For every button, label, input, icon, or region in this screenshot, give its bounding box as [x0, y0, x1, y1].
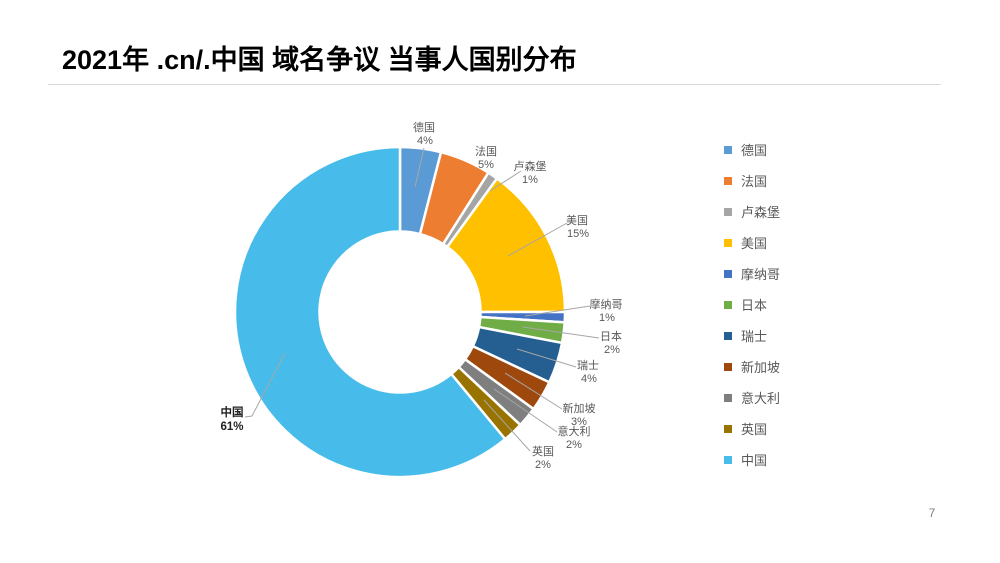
data-label: 1% [522, 174, 538, 186]
legend-swatch [724, 176, 732, 185]
legend-item-卢森堡: 卢森堡 [724, 196, 780, 227]
legend-label: 新加坡 [741, 360, 781, 375]
data-label: 中国 [221, 405, 244, 419]
label-leader-line [493, 388, 558, 433]
legend-swatch [724, 393, 732, 402]
data-label: 61% [220, 421, 243, 433]
data-label: 卢森堡 [514, 159, 547, 173]
legend-item-摩纳哥: 摩纳哥 [724, 258, 780, 289]
chart-legend: 德国法国卢森堡美国摩纳哥日本瑞士新加坡意大利英国中国 [724, 134, 780, 475]
data-label: 15% [567, 228, 589, 240]
data-label: 美国 [566, 214, 588, 227]
data-label: 新加坡 [563, 401, 596, 415]
legend-label: 意大利 [741, 391, 781, 406]
legend-label: 日本 [741, 298, 768, 313]
legend-item-法国: 法国 [724, 165, 780, 196]
data-label: 英国 [532, 444, 554, 458]
title-underline [48, 84, 941, 85]
legend-label: 卢森堡 [741, 205, 781, 220]
legend-swatch [724, 362, 732, 371]
pie-slice-中国 [233, 145, 507, 479]
legend-label: 瑞士 [741, 329, 768, 344]
label-leader-line [524, 305, 591, 317]
data-label: 2% [535, 459, 551, 471]
legend-item-美国: 美国 [724, 227, 780, 258]
data-label: 1% [599, 312, 615, 324]
legend-label: 法国 [741, 174, 768, 189]
label-leader-line [489, 170, 522, 192]
legend-swatch [724, 300, 732, 309]
legend-item-英国: 英国 [724, 413, 780, 444]
legend-item-瑞士: 瑞士 [724, 320, 780, 351]
data-label: 德国 [413, 120, 435, 134]
label-leader-line [244, 352, 286, 418]
legend-swatch [724, 424, 732, 433]
label-leader-line [483, 399, 531, 452]
legend-label: 摩纳哥 [741, 267, 781, 282]
data-label: 2% [604, 344, 620, 356]
data-label: 法国 [475, 144, 497, 158]
legend-swatch [724, 207, 732, 216]
slide-title: 2021年 .cn/.中国 域名争议 当事人国别分布 [62, 45, 577, 75]
label-leader-line [516, 348, 577, 368]
legend-label: 德国 [741, 143, 768, 158]
data-label: 3% [571, 416, 587, 428]
legend-label: 中国 [741, 453, 768, 468]
legend-item-中国: 中国 [724, 444, 780, 475]
data-label: 瑞士 [577, 358, 599, 372]
legend-swatch [724, 238, 732, 247]
data-label: 4% [581, 373, 597, 385]
legend-item-新加坡: 新加坡 [724, 351, 780, 382]
label-leader-line [522, 326, 600, 339]
legend-swatch [724, 455, 732, 464]
data-label: 2% [566, 439, 582, 451]
legend-item-德国: 德国 [724, 134, 780, 165]
label-leader-line [504, 372, 563, 410]
label-leader-line [507, 222, 568, 257]
data-label: 5% [478, 159, 494, 171]
legend-item-日本: 日本 [724, 289, 780, 320]
legend-swatch [724, 145, 732, 154]
data-label: 日本 [600, 329, 622, 343]
label-leader-line [414, 147, 425, 188]
legend-swatch [724, 269, 732, 278]
legend-label: 英国 [741, 422, 768, 437]
page-number: 7 [928, 506, 936, 520]
legend-label: 美国 [741, 236, 768, 251]
data-label: 摩纳哥 [590, 297, 623, 311]
legend-swatch [724, 331, 732, 340]
data-label: 意大利 [558, 424, 591, 438]
data-label: 4% [417, 135, 433, 147]
legend-item-意大利: 意大利 [724, 382, 780, 413]
